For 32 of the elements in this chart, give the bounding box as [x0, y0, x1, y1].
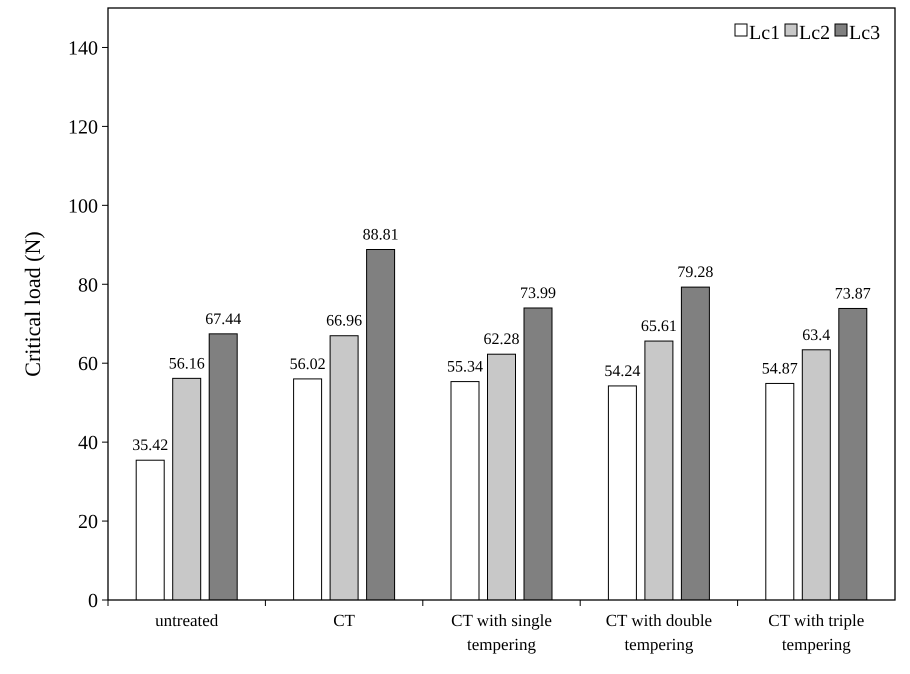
data-label: 56.02 [290, 356, 326, 373]
data-label: 62.28 [484, 331, 520, 348]
y-tick-label: 20 [78, 511, 98, 534]
y-tick-label: 120 [68, 116, 98, 138]
data-label: 73.99 [520, 284, 556, 302]
x-tick-label: CT with triple tempering [768, 611, 864, 654]
data-label: 56.16 [168, 355, 205, 372]
data-label: 54.24 [604, 362, 640, 380]
x-tick-label: CT with single tempering [451, 611, 552, 654]
y-tick-label: 0 [88, 590, 98, 612]
data-label: 63.4 [802, 326, 830, 344]
x-tick-label: CT with double tempering [606, 611, 712, 654]
data-label: 35.42 [132, 437, 168, 454]
data-label: 79.28 [677, 264, 714, 282]
data-label: 73.87 [834, 285, 871, 302]
data-label: 54.87 [762, 360, 798, 378]
legend-label: Lc1 [749, 22, 780, 44]
y-axis-title: Critical load (N) [20, 231, 45, 377]
y-tick-label: 80 [78, 274, 98, 296]
y-tick-label: 100 [68, 195, 98, 218]
y-tick-label: 40 [78, 432, 98, 454]
y-tick-label: 60 [78, 353, 98, 376]
x-tick-label: CT [333, 611, 356, 630]
data-label: 65.61 [640, 318, 677, 336]
data-label: 66.96 [326, 312, 362, 330]
legend-label: Lc3 [849, 22, 880, 44]
x-tick-label: untreated [155, 611, 219, 630]
data-label: 67.44 [205, 310, 242, 328]
data-label: 55.34 [447, 358, 483, 376]
data-label: 88.81 [362, 226, 399, 244]
legend-label: Lc2 [799, 22, 830, 44]
y-tick-label: 140 [68, 37, 98, 60]
